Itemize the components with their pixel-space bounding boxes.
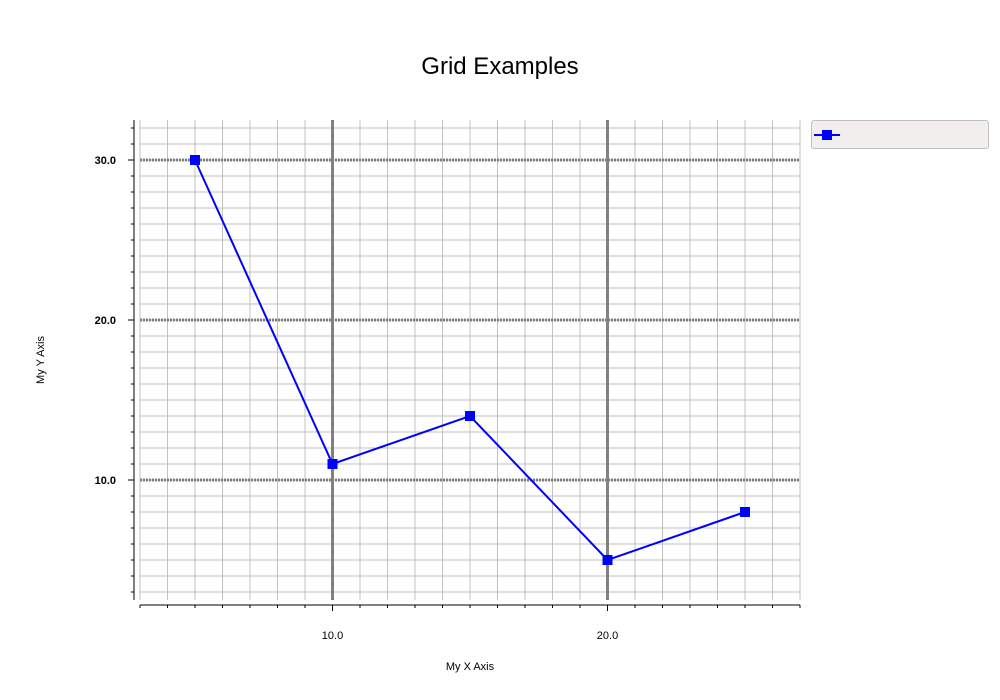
x-axis-label: My X Axis: [446, 661, 495, 673]
data-point: [327, 459, 338, 469]
grid-layer: [139, 120, 801, 600]
legend: [811, 120, 989, 149]
data-point: [465, 411, 475, 421]
data-point: [190, 155, 200, 165]
axis-layer: 10.0 20.0 30.0 10.0 20.0: [95, 120, 801, 642]
y-axis-label: My Y Axis: [35, 336, 47, 384]
data-point: [602, 555, 613, 565]
x-tick-label: 10.0: [322, 630, 343, 642]
y-tick-label: 20.0: [95, 315, 116, 327]
data-point: [740, 507, 750, 517]
series-layer: [190, 155, 750, 565]
y-tick-label: 10.0: [95, 475, 116, 487]
legend-swatch-icon: [814, 130, 840, 140]
chart-title: Grid Examples: [421, 53, 578, 80]
y-tick-label: 30.0: [95, 155, 116, 167]
x-tick-label: 20.0: [597, 630, 618, 642]
